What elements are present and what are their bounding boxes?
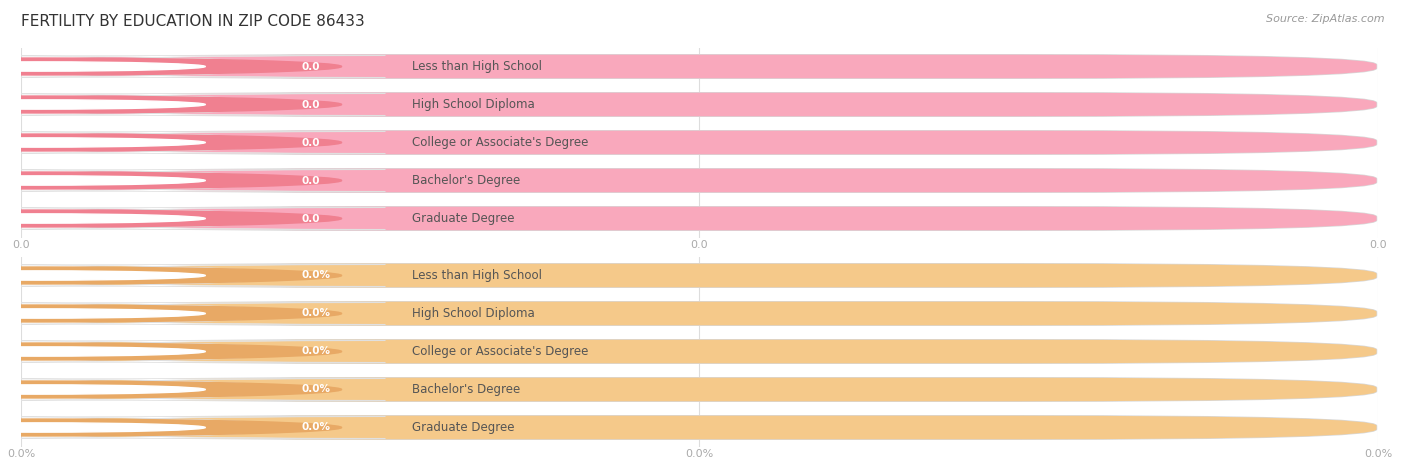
Text: Graduate Degree: Graduate Degree (412, 421, 515, 434)
Text: Less than High School: Less than High School (412, 60, 541, 73)
Text: 0.0%: 0.0% (302, 270, 330, 281)
FancyBboxPatch shape (22, 302, 1376, 325)
Circle shape (0, 423, 205, 432)
FancyBboxPatch shape (0, 379, 385, 400)
FancyBboxPatch shape (22, 169, 1376, 192)
FancyBboxPatch shape (22, 55, 1376, 78)
Circle shape (0, 210, 342, 227)
Circle shape (0, 267, 342, 284)
FancyBboxPatch shape (0, 341, 385, 362)
Circle shape (0, 419, 342, 436)
Text: Source: ZipAtlas.com: Source: ZipAtlas.com (1267, 14, 1385, 24)
FancyBboxPatch shape (0, 56, 385, 77)
FancyBboxPatch shape (22, 131, 1376, 154)
Circle shape (0, 134, 342, 151)
Circle shape (0, 385, 205, 394)
Circle shape (0, 62, 205, 71)
FancyBboxPatch shape (0, 132, 385, 153)
Text: 0.0%: 0.0% (302, 384, 330, 395)
Text: Graduate Degree: Graduate Degree (412, 212, 515, 225)
Circle shape (0, 381, 342, 398)
Text: 0.0: 0.0 (302, 213, 321, 224)
Circle shape (0, 305, 342, 322)
Text: 0.0%: 0.0% (302, 346, 330, 357)
Text: College or Associate's Degree: College or Associate's Degree (412, 136, 588, 149)
FancyBboxPatch shape (22, 55, 1376, 78)
FancyBboxPatch shape (22, 264, 1376, 287)
FancyBboxPatch shape (22, 264, 1376, 287)
FancyBboxPatch shape (22, 378, 1376, 401)
Circle shape (0, 100, 205, 109)
FancyBboxPatch shape (22, 416, 1376, 439)
FancyBboxPatch shape (22, 93, 1376, 116)
FancyBboxPatch shape (0, 417, 385, 438)
Text: Less than High School: Less than High School (412, 269, 541, 282)
Text: 0.0: 0.0 (302, 99, 321, 110)
Circle shape (0, 347, 205, 356)
FancyBboxPatch shape (22, 169, 1376, 192)
Circle shape (0, 138, 205, 147)
FancyBboxPatch shape (22, 378, 1376, 401)
Circle shape (0, 176, 205, 185)
Circle shape (0, 172, 342, 189)
FancyBboxPatch shape (22, 340, 1376, 363)
Text: 0.0%: 0.0% (302, 308, 330, 319)
Text: 0.0: 0.0 (302, 175, 321, 186)
FancyBboxPatch shape (0, 170, 385, 191)
FancyBboxPatch shape (22, 131, 1376, 154)
FancyBboxPatch shape (0, 265, 385, 286)
Text: College or Associate's Degree: College or Associate's Degree (412, 345, 588, 358)
FancyBboxPatch shape (22, 93, 1376, 116)
Text: High School Diploma: High School Diploma (412, 307, 534, 320)
Text: High School Diploma: High School Diploma (412, 98, 534, 111)
Text: 0.0: 0.0 (302, 61, 321, 72)
Text: Bachelor's Degree: Bachelor's Degree (412, 383, 520, 396)
Circle shape (0, 271, 205, 280)
FancyBboxPatch shape (0, 94, 385, 115)
FancyBboxPatch shape (22, 302, 1376, 325)
Circle shape (0, 58, 342, 75)
Text: FERTILITY BY EDUCATION IN ZIP CODE 86433: FERTILITY BY EDUCATION IN ZIP CODE 86433 (21, 14, 364, 29)
FancyBboxPatch shape (22, 207, 1376, 230)
Circle shape (0, 343, 342, 360)
Text: 0.0%: 0.0% (302, 422, 330, 433)
Text: 0.0: 0.0 (302, 137, 321, 148)
FancyBboxPatch shape (22, 416, 1376, 439)
FancyBboxPatch shape (0, 303, 385, 324)
FancyBboxPatch shape (0, 208, 385, 229)
Circle shape (0, 96, 342, 113)
Text: Bachelor's Degree: Bachelor's Degree (412, 174, 520, 187)
Circle shape (0, 309, 205, 318)
FancyBboxPatch shape (22, 340, 1376, 363)
FancyBboxPatch shape (22, 207, 1376, 230)
Circle shape (0, 214, 205, 223)
